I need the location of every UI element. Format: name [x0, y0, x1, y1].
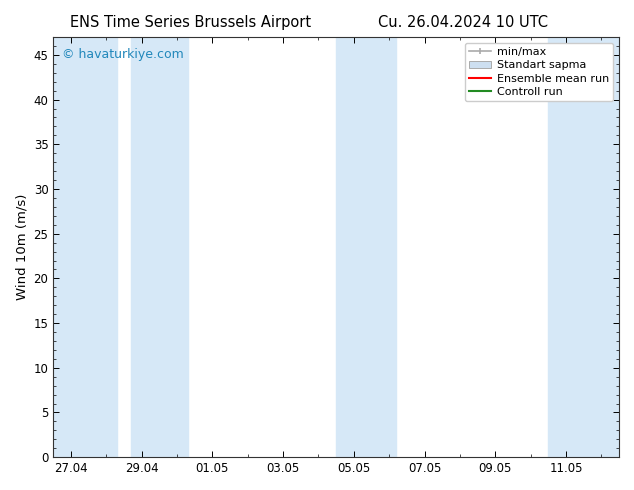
Bar [548, 37, 619, 457]
Text: ENS Time Series Brussels Airport: ENS Time Series Brussels Airport [70, 15, 311, 30]
Bar [336, 37, 396, 457]
Text: Cu. 26.04.2024 10 UTC: Cu. 26.04.2024 10 UTC [378, 15, 548, 30]
Legend: min/max, Standart sapma, Ensemble mean run, Controll run: min/max, Standart sapma, Ensemble mean r… [465, 43, 614, 101]
Text: © havaturkiye.com: © havaturkiye.com [61, 48, 183, 61]
Y-axis label: Wind 10m (m/s): Wind 10m (m/s) [15, 194, 28, 300]
Bar [53, 37, 117, 457]
Bar [131, 37, 188, 457]
